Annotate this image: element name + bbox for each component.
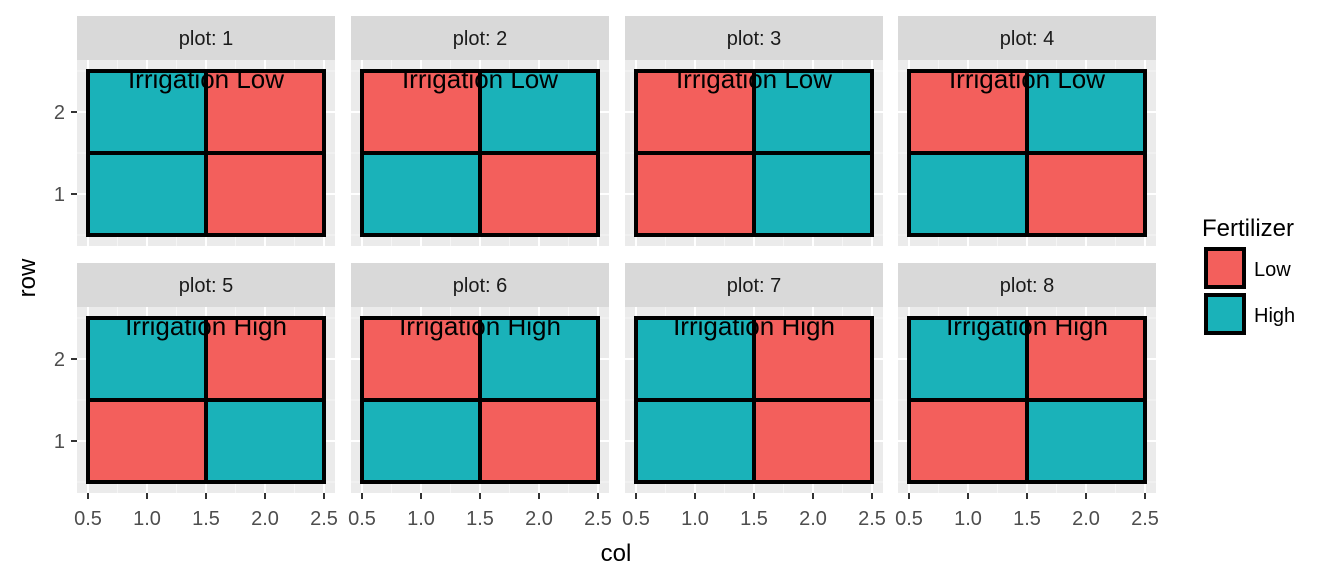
x-tick-label: 1.5 xyxy=(1013,508,1041,530)
facet-strip-label: plot: 8 xyxy=(1000,275,1054,297)
x-tick-label: 2.5 xyxy=(584,508,612,530)
tile-row1-col1 xyxy=(907,151,1029,237)
tile-row1-col1 xyxy=(907,398,1029,484)
facet-strip-label: plot: 3 xyxy=(727,28,781,50)
x-axis-title: col xyxy=(601,540,632,567)
facet-strip-label: plot: 4 xyxy=(1000,28,1054,50)
tile-row2-col2 xyxy=(478,69,600,155)
panel-3: plot: 3 Irrigation Low xyxy=(625,16,883,246)
panel-7: plot: 7 Irrigation High 0.5 1.0 1.5 2.0 2.5 xyxy=(622,263,886,530)
y-tick-label: 1 xyxy=(54,184,65,206)
tile-row1-col2 xyxy=(204,398,326,484)
legend: Fertilizer Low High xyxy=(1202,215,1295,335)
panel-4: plot: 4 Irrigation Low xyxy=(898,16,1156,246)
y-tick-label: 2 xyxy=(54,102,65,124)
legend-label-low: Low xyxy=(1254,259,1291,281)
panel-8: plot: 8 Irrigation High 0.5 1.0 1.5 2.0 2.5 xyxy=(895,263,1159,530)
facet-strip xyxy=(351,16,609,60)
tile-row1-col2 xyxy=(478,151,600,237)
facet-strip xyxy=(898,16,1156,60)
x-tick-label: 1.5 xyxy=(466,508,494,530)
tile-row1-col1 xyxy=(360,398,482,484)
tile-row2-col2 xyxy=(752,69,874,155)
y-axis-title: row xyxy=(14,258,41,297)
panel-2: plot: 2 Irrigation Low xyxy=(351,16,609,246)
panel-1: plot: 1 Irrigation Low 1 2 xyxy=(54,16,335,246)
x-tick-label: 1.0 xyxy=(407,508,435,530)
facet-strip-label: plot: 5 xyxy=(179,275,233,297)
tile-row2-col1 xyxy=(360,316,482,402)
tile-row2-col1 xyxy=(634,316,756,402)
tile-row1-col1 xyxy=(86,151,208,237)
tile-row1-col2 xyxy=(1025,151,1147,237)
tile-row1-col2 xyxy=(478,398,600,484)
tile-row1-col2 xyxy=(752,398,874,484)
panel-annotation: Irrigation High xyxy=(125,311,287,341)
facet-strip xyxy=(77,16,335,60)
panels: plot: 1 Irrigation Low 1 2 plot: 2 Irrigation… xyxy=(54,16,1159,530)
x-tick-label: 2.5 xyxy=(858,508,886,530)
tile-row2-col2 xyxy=(1025,69,1147,155)
x-tick-label: 0.5 xyxy=(622,508,650,530)
legend-key-high xyxy=(1204,293,1246,335)
panel-annotation: Irrigation Low xyxy=(128,64,284,94)
tile-row2-col2 xyxy=(478,316,600,402)
x-tick-label: 2.0 xyxy=(799,508,827,530)
panel-annotation: Irrigation Low xyxy=(949,64,1105,94)
tile-row1-col1 xyxy=(360,151,482,237)
panel-annotation: Irrigation High xyxy=(399,311,561,341)
facet-strip xyxy=(625,16,883,60)
panel-6: plot: 6 Irrigation High 0.5 1.0 1.5 2.0 2.5 xyxy=(348,263,612,530)
facet-strip-label: plot: 1 xyxy=(179,28,233,50)
legend-title: Fertilizer xyxy=(1202,215,1294,242)
x-tick-label: 2.0 xyxy=(1072,508,1100,530)
facet-strip xyxy=(898,263,1156,307)
facet-strip-label: plot: 7 xyxy=(727,275,781,297)
x-tick-label: 0.5 xyxy=(348,508,376,530)
tile-row1-col1 xyxy=(86,398,208,484)
facet-strip-label: plot: 2 xyxy=(453,28,507,50)
x-tick-label: 1.0 xyxy=(681,508,709,530)
tile-row1-col2 xyxy=(1025,398,1147,484)
x-tick-label: 2.0 xyxy=(251,508,279,530)
x-tick-label: 0.5 xyxy=(74,508,102,530)
x-tick-label: 1.0 xyxy=(133,508,161,530)
x-tick-label: 0.5 xyxy=(895,508,923,530)
tile-row2-col2 xyxy=(204,69,326,155)
tile-row1-col2 xyxy=(752,151,874,237)
panel-annotation: Irrigation Low xyxy=(402,64,558,94)
tile-row2-col2 xyxy=(1025,316,1147,402)
x-tick-label: 1.5 xyxy=(192,508,220,530)
panel-annotation: Irrigation High xyxy=(946,311,1108,341)
legend-label-high: High xyxy=(1254,305,1295,327)
tile-row1-col2 xyxy=(204,151,326,237)
legend-key-low xyxy=(1204,247,1246,289)
tile-row2-col1 xyxy=(360,69,482,155)
panel-annotation: Irrigation High xyxy=(673,311,835,341)
y-tick-label: 2 xyxy=(54,349,65,371)
x-tick-label: 2.5 xyxy=(310,508,338,530)
facet-strip xyxy=(625,263,883,307)
x-tick-label: 2.0 xyxy=(525,508,553,530)
facet-strip xyxy=(77,263,335,307)
x-tick-label: 2.5 xyxy=(1131,508,1159,530)
x-tick-label: 1.5 xyxy=(740,508,768,530)
panel-annotation: Irrigation Low xyxy=(676,64,832,94)
facet-strip-label: plot: 6 xyxy=(453,275,507,297)
facet-strip xyxy=(351,263,609,307)
y-tick-label: 1 xyxy=(54,431,65,453)
tile-row1-col1 xyxy=(634,398,756,484)
x-tick-label: 1.0 xyxy=(954,508,982,530)
tile-row1-col1 xyxy=(634,151,756,237)
tile-row2-col1 xyxy=(907,316,1029,402)
panel-5: plot: 5 Irrigation High 1 2 0.5 1.0 1.5 2.0 2.5 xyxy=(54,263,338,530)
